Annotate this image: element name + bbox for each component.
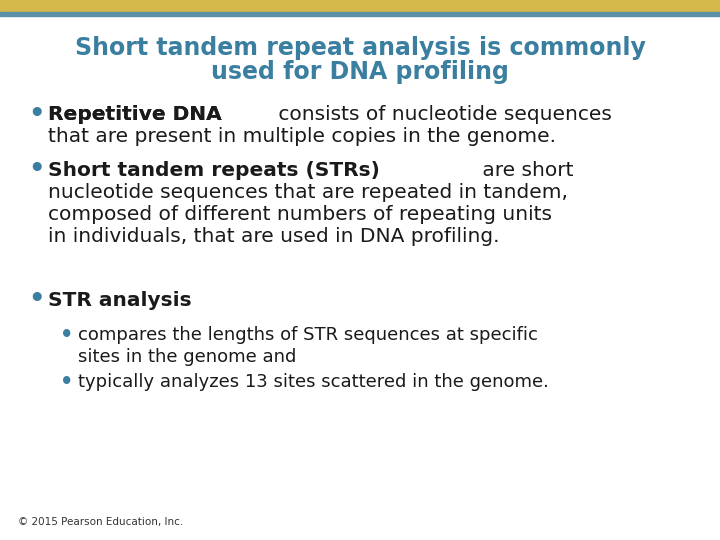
Text: Short tandem repeats (STRs): Short tandem repeats (STRs) [48,160,380,179]
Text: •: • [60,372,73,392]
Text: sites in the genome and: sites in the genome and [78,348,297,366]
Text: consists of nucleotide sequences: consists of nucleotide sequences [272,105,612,125]
Text: nucleotide sequences that are repeated in tandem,: nucleotide sequences that are repeated i… [48,183,568,201]
Text: in individuals, that are used in DNA profiling.: in individuals, that are used in DNA pro… [48,226,500,246]
Text: •: • [60,325,73,345]
Text: •: • [28,157,45,183]
Bar [0,12,720,16]
Text: are short: are short [476,160,574,179]
Text: •: • [28,287,45,313]
Text: Repetitive DNA: Repetitive DNA [48,105,222,125]
Text: Repetitive DNA: Repetitive DNA [48,105,222,125]
Text: •: • [28,102,45,128]
Text: STR analysis: STR analysis [48,291,192,309]
Text: © 2015 Pearson Education, Inc.: © 2015 Pearson Education, Inc. [18,517,184,527]
Text: that are present in multiple copies in the genome.: that are present in multiple copies in t… [48,127,556,146]
Text: used for DNA profiling: used for DNA profiling [211,60,509,84]
Text: compares the lengths of STR sequences at specific: compares the lengths of STR sequences at… [78,326,538,344]
Text: typically analyzes 13 sites scattered in the genome.: typically analyzes 13 sites scattered in… [78,373,549,391]
Bar [0,0,720,12]
Text: Short tandem repeat analysis is commonly: Short tandem repeat analysis is commonly [75,36,645,60]
Text: composed of different numbers of repeating units: composed of different numbers of repeati… [48,205,552,224]
